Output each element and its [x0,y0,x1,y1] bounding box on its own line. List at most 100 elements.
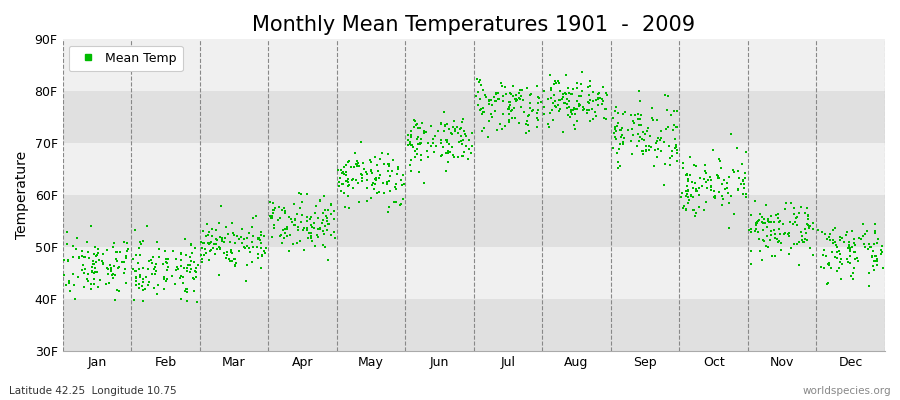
Point [508,98,523,105]
Point [359,185,374,192]
Point [201,232,215,238]
Point [177,288,192,294]
Point [563,109,578,116]
Point [301,217,315,224]
Point [370,190,384,196]
Point [180,262,194,268]
Point [447,126,462,132]
Point [767,227,781,233]
Point [456,116,471,122]
Point [727,168,742,175]
Point [656,182,670,188]
Point [860,228,874,234]
Point [70,234,85,241]
Point [439,168,454,174]
Point [446,152,460,158]
Point [141,282,156,288]
Point [617,108,632,115]
Point [824,265,839,271]
Point [266,200,280,206]
Point [490,127,504,134]
Point [649,140,663,146]
Point [616,139,630,146]
Point [833,256,848,262]
Point [256,253,270,260]
Point [874,250,888,257]
Point [367,176,382,182]
Point [530,115,544,122]
Point [688,180,702,186]
Point [115,258,130,265]
Point [66,271,80,277]
Point [421,139,436,146]
Point [178,286,193,292]
Point [650,138,664,144]
Point [787,205,801,212]
Point [86,276,101,282]
Point [364,170,379,176]
Point [275,240,290,246]
Point [868,258,883,264]
Point [291,226,305,233]
Point [768,234,782,241]
Point [110,286,124,293]
Point [586,98,600,104]
Point [174,250,188,256]
Point [131,266,146,272]
Point [112,264,127,270]
Point [321,206,336,213]
Point [477,124,491,131]
Point [369,177,383,183]
Point [705,184,719,190]
Point [798,226,813,232]
Point [414,152,428,158]
Point [638,131,652,137]
Point [644,144,658,150]
Point [352,198,366,205]
Point [806,226,820,233]
Point [336,168,350,175]
Point [786,221,800,227]
Point [648,147,662,153]
Point [388,184,402,190]
Point [278,210,293,216]
Point [582,92,597,98]
Point [689,188,704,194]
Point [440,148,454,155]
Point [87,265,102,271]
Point [215,236,230,243]
Point [435,152,449,158]
Point [439,121,454,127]
Point [755,219,770,226]
Point [706,147,720,154]
Point [349,177,364,183]
Point [439,139,454,145]
Point [324,202,338,208]
Point [364,159,379,166]
Point [102,280,116,286]
Point [228,256,242,262]
Point [580,110,595,116]
Point [768,253,782,259]
Point [590,101,605,108]
Point [663,155,678,161]
Point [92,257,106,263]
Point [61,257,76,263]
Point [656,139,670,145]
Point [836,238,850,245]
Point [204,226,219,232]
Point [285,219,300,226]
Point [847,240,861,246]
Point [222,239,237,245]
Point [526,106,541,113]
Point [350,161,365,168]
Point [774,240,788,246]
Point [198,246,212,252]
Point [415,120,429,126]
Point [253,237,267,243]
Point [401,132,416,138]
Point [484,111,499,117]
Point [286,241,301,247]
Point [266,213,280,220]
Point [445,131,459,138]
